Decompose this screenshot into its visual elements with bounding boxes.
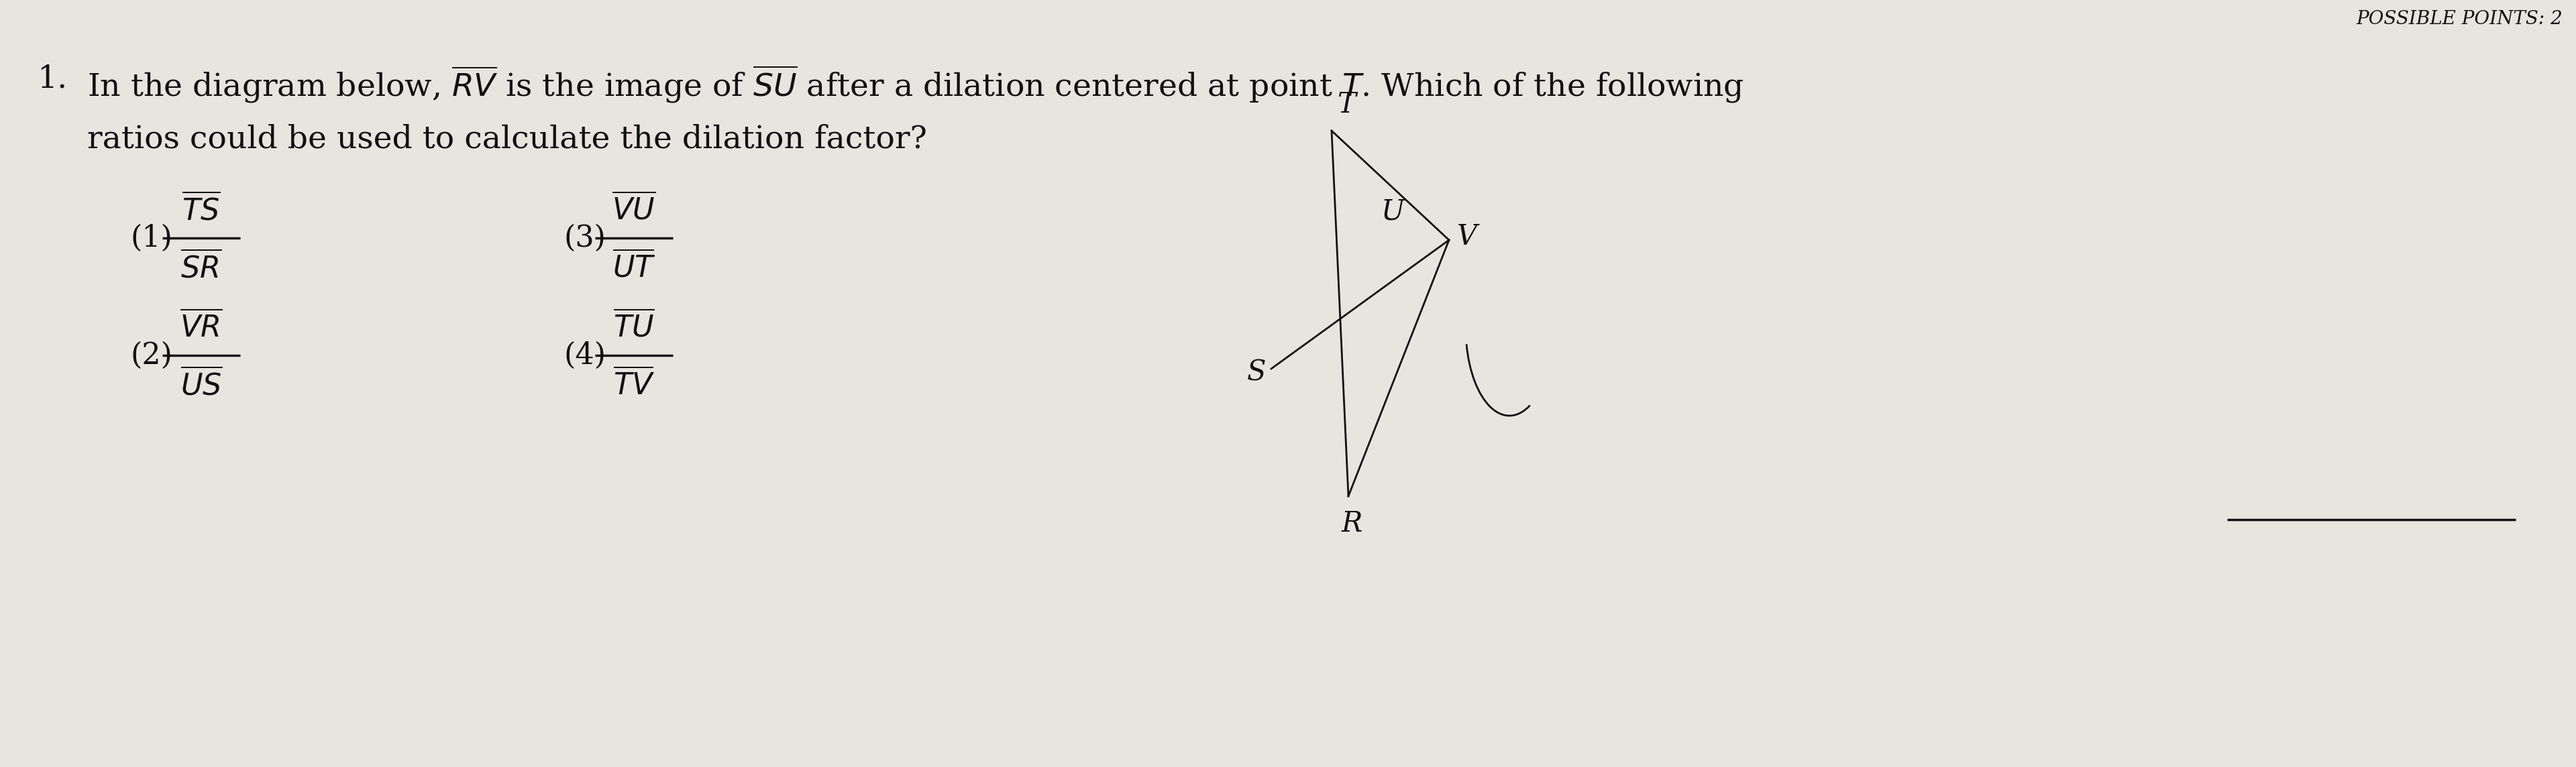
Text: S: S — [1247, 358, 1265, 386]
Text: (1): (1) — [131, 223, 173, 252]
Text: (3): (3) — [564, 223, 605, 252]
Text: 1.: 1. — [36, 64, 67, 94]
Text: $\overline{TU}$: $\overline{TU}$ — [613, 311, 654, 343]
Text: ratios could be used to calculate the dilation factor?: ratios could be used to calculate the di… — [88, 124, 927, 154]
Text: $\overline{TV}$: $\overline{TV}$ — [613, 369, 654, 401]
Text: (2): (2) — [131, 341, 173, 370]
Text: U: U — [1381, 198, 1404, 226]
Text: $\overline{VR}$: $\overline{VR}$ — [180, 311, 222, 343]
Text: $\overline{US}$: $\overline{US}$ — [180, 369, 222, 401]
Text: POSSIBLE POINTS: 2: POSSIBLE POINTS: 2 — [2357, 10, 2563, 28]
Text: (4): (4) — [564, 341, 605, 370]
Text: In the diagram below, $\overline{RV}$ is the image of $\overline{SU}$ after a di: In the diagram below, $\overline{RV}$ is… — [88, 64, 1744, 104]
Text: $\overline{SR}$: $\overline{SR}$ — [180, 252, 222, 284]
Text: R: R — [1342, 509, 1363, 538]
Text: $\overline{VU}$: $\overline{VU}$ — [613, 194, 657, 225]
Text: V: V — [1458, 222, 1476, 251]
Text: $\overline{UT}$: $\overline{UT}$ — [613, 252, 657, 284]
Text: T: T — [1337, 91, 1355, 119]
Text: $\overline{TS}$: $\overline{TS}$ — [183, 193, 222, 226]
